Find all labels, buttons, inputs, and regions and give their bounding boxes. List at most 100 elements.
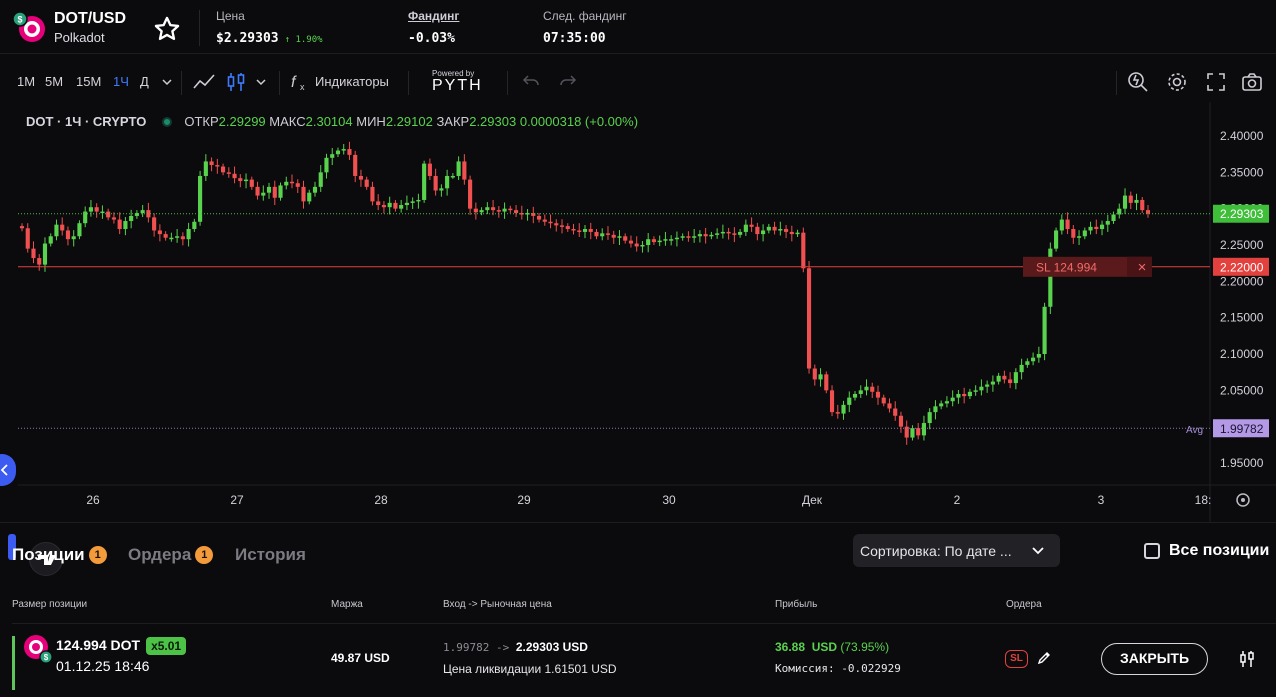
candle [548, 221, 553, 224]
candle [582, 229, 588, 232]
candle [393, 202, 398, 209]
tab-positions[interactable]: Позиции 1 [12, 545, 107, 565]
candle [370, 186, 375, 202]
avg-price-tag [1213, 419, 1269, 438]
stop-loss-order-label[interactable] [1023, 256, 1152, 277]
indicators-button[interactable]: Индикаторы [315, 74, 389, 89]
candle [559, 225, 565, 227]
candle [1145, 210, 1151, 214]
candle [450, 175, 455, 178]
candle [318, 172, 323, 187]
chart-settings-icon[interactable] [1236, 493, 1250, 507]
quick-search-icon[interactable] [1126, 70, 1150, 94]
column-header-size: Размер позиции [12, 599, 88, 610]
tradingview-mark-icon [38, 555, 56, 565]
drawing-tools-toggle[interactable] [8, 534, 16, 560]
collapse-panel-button[interactable] [0, 454, 16, 486]
candle [381, 205, 386, 208]
candlestick-chart[interactable]: 2.400002.350002.300002.250002.200002.150… [0, 102, 1276, 522]
column-header-orders: Ордера [1006, 599, 1042, 610]
candle [468, 179, 473, 209]
time-tick-label: 27 [230, 493, 244, 507]
settings-gear-icon[interactable] [1165, 70, 1189, 94]
candle [48, 236, 53, 244]
candle [1134, 199, 1139, 203]
tab-history[interactable]: История [235, 545, 306, 564]
tab-orders[interactable]: Ордера 1 [128, 545, 214, 565]
close-label: ЗАКР [436, 114, 470, 129]
orders-count-badge: 1 [195, 546, 214, 564]
candle [933, 406, 938, 413]
candle [180, 236, 185, 240]
redo-icon[interactable] [556, 70, 580, 94]
edit-pencil-icon[interactable] [1036, 650, 1052, 666]
candle [824, 374, 829, 391]
candles-icon[interactable] [224, 70, 248, 94]
avg-price-tag-label: 1.99782 [1220, 422, 1264, 436]
candle [416, 199, 421, 202]
camera-screenshot-icon[interactable] [1240, 70, 1264, 94]
candle [651, 239, 657, 243]
candle [847, 397, 852, 405]
price-label: Цена [216, 9, 245, 23]
column-header-entry: Вход -> Рыночная цена [443, 599, 552, 610]
current-price-tag [1213, 204, 1269, 223]
candle [106, 211, 111, 218]
candle [686, 236, 691, 238]
candle [129, 215, 134, 222]
undo-icon[interactable] [519, 70, 543, 94]
time-tick-label: 30 [662, 493, 676, 507]
powered-by-label: Powered by [432, 69, 475, 78]
interval-1h[interactable]: 1Ч [113, 74, 129, 89]
chevron-down-icon[interactable] [158, 70, 176, 94]
interval-15m[interactable]: 15M [76, 74, 102, 89]
price-chart[interactable]: 2.400002.350002.300002.250002.200002.150… [0, 102, 1276, 576]
candle [985, 384, 990, 387]
open-value: 2.29299 [218, 114, 266, 129]
candle [324, 157, 329, 173]
candle [19, 226, 25, 229]
high-label: МАКС [269, 114, 306, 129]
close-position-button[interactable]: ЗАКРЫТЬ [1101, 643, 1208, 675]
chevron-down-icon[interactable] [252, 70, 270, 94]
candle [749, 224, 754, 227]
candle [921, 423, 927, 436]
candle [692, 236, 697, 238]
price-tick-label: 2.25000 [1220, 238, 1264, 252]
price-tick-label: 2.15000 [1220, 311, 1264, 325]
fullscreen-icon[interactable] [1204, 70, 1228, 94]
candle [445, 175, 450, 189]
candle [594, 231, 599, 237]
all-positions-checkbox[interactable] [1144, 543, 1160, 559]
favorite-star-icon[interactable] [153, 15, 181, 43]
ohlc-legend: DOT · 1Ч · CRYPTO ОТКР2.29299 МАКС2.30104… [26, 114, 638, 129]
candle [456, 161, 461, 176]
candle [669, 239, 674, 241]
candle [703, 234, 708, 237]
position-size: 124.994 DOT x5.01 [56, 637, 187, 655]
time-tick-label: Дек [802, 493, 823, 507]
line-chart-icon[interactable] [192, 70, 216, 94]
tab-orders-label: Ордера [128, 545, 192, 564]
candle [60, 224, 65, 231]
candle [117, 219, 122, 230]
legend-title: DOT · 1Ч · CRYPTO [26, 114, 147, 129]
candle [864, 386, 869, 391]
interval-1d[interactable]: Д [140, 74, 149, 89]
candles-icon[interactable] [1238, 649, 1256, 669]
stop-loss-badge[interactable]: SL [1005, 650, 1028, 668]
interval-5m[interactable]: 5M [45, 74, 64, 89]
candle [634, 243, 639, 247]
tradingview-logo-icon[interactable] [29, 542, 63, 576]
candle [502, 208, 507, 212]
liquidation-price: Цена ликвидации 1.61501 USD [443, 662, 617, 676]
funding-label[interactable]: Фандинг [408, 9, 460, 23]
interval-1m[interactable]: 1M [17, 74, 36, 89]
close-icon[interactable]: × [1138, 259, 1147, 276]
candle [680, 236, 685, 238]
candle [215, 165, 220, 167]
candle [1019, 364, 1024, 373]
sort-dropdown[interactable]: Сортировка: По дате ... [853, 534, 1060, 567]
toolbar-divider [1116, 71, 1117, 95]
